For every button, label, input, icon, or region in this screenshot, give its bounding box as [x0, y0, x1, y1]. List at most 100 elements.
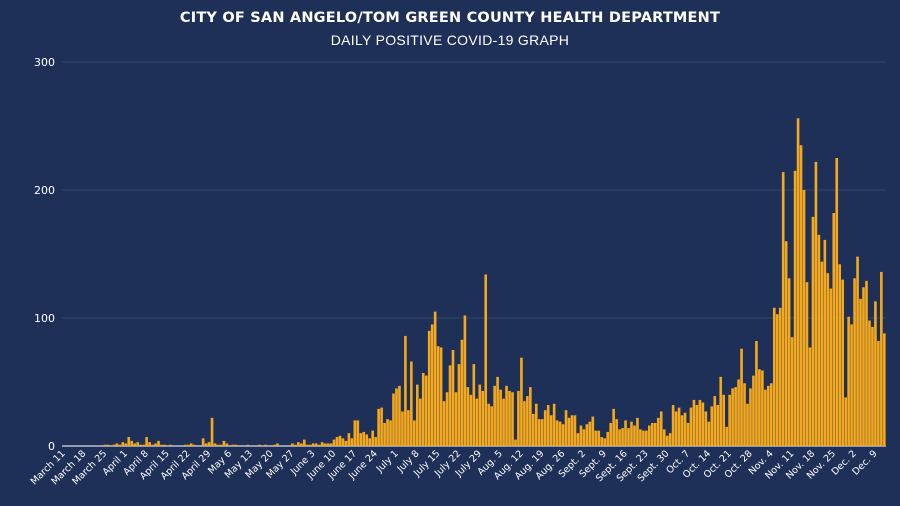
bar: [329, 443, 333, 446]
bar: [585, 424, 589, 446]
bar: [160, 444, 163, 446]
bar: [439, 347, 443, 446]
bar: [588, 421, 592, 446]
y-tick-label: 200: [34, 184, 55, 197]
bar: [115, 443, 119, 446]
bar: [299, 443, 303, 446]
bar: [737, 379, 740, 446]
bar: [276, 443, 279, 446]
bar: [772, 307, 776, 446]
bar: [558, 421, 562, 446]
bar: [823, 239, 827, 446]
bar: [618, 429, 621, 446]
bar: [305, 444, 309, 446]
bar: [668, 433, 672, 446]
bar: [677, 407, 681, 446]
bar: [680, 415, 684, 446]
bar: [335, 437, 339, 446]
bar: [549, 415, 553, 446]
bar: [728, 394, 731, 446]
bar: [564, 410, 568, 446]
bar: [829, 288, 833, 446]
bar: [350, 438, 354, 446]
bar: [407, 410, 410, 446]
bar: [835, 158, 839, 446]
bar: [246, 444, 250, 446]
bar: [201, 438, 205, 446]
bar: [740, 348, 743, 446]
bar: [683, 412, 687, 446]
bar: [484, 274, 488, 446]
bar: [743, 383, 746, 446]
bar: [710, 406, 714, 446]
bar: [755, 341, 758, 446]
bar: [603, 438, 607, 446]
bar: [591, 416, 595, 446]
bar: [496, 376, 499, 446]
bar: [781, 172, 785, 446]
bar: [546, 405, 550, 446]
bar: [576, 433, 580, 446]
bar: [314, 443, 318, 446]
bar: [481, 390, 485, 446]
bar: [847, 316, 850, 446]
bar: [814, 161, 818, 446]
bar: [695, 405, 699, 446]
bar: [555, 420, 559, 446]
bar: [127, 437, 131, 446]
bar: [573, 415, 577, 446]
bar: [624, 420, 627, 446]
bar: [183, 444, 187, 446]
bar: [880, 271, 883, 446]
bar: [133, 443, 137, 446]
bar: [401, 411, 404, 446]
bar: [707, 421, 711, 446]
bar: [653, 422, 657, 446]
bar: [856, 256, 859, 446]
bar: [487, 403, 491, 446]
bar: [659, 411, 663, 446]
bar: [731, 388, 734, 446]
bar: [778, 307, 782, 446]
bar: [383, 422, 386, 446]
bar: [532, 414, 535, 446]
bar: [701, 402, 705, 446]
bar: [877, 341, 880, 446]
bar: [808, 347, 812, 446]
bar: [674, 411, 678, 446]
bar: [410, 361, 413, 446]
bar: [136, 442, 139, 446]
bar: [157, 440, 160, 446]
bar: [204, 443, 208, 446]
bar: [630, 421, 633, 446]
y-tick-label: 0: [48, 440, 55, 453]
bar: [124, 443, 128, 446]
bar: [686, 422, 690, 446]
bar: [371, 430, 374, 446]
bar: [258, 444, 261, 446]
bar: [294, 444, 297, 446]
bar: [297, 442, 300, 446]
bar: [392, 393, 395, 446]
bar: [534, 403, 538, 446]
bar: [650, 422, 654, 446]
bar: [472, 364, 476, 446]
bar: [395, 388, 398, 446]
bar: [189, 443, 193, 446]
bar: [264, 444, 267, 446]
bar: [841, 279, 845, 446]
bar: [505, 385, 508, 446]
bar: [493, 385, 496, 446]
y-tick-label: 100: [34, 312, 55, 325]
bar: [514, 439, 517, 446]
bar: [826, 273, 830, 446]
bar: [448, 365, 452, 446]
bar: [445, 392, 449, 446]
bar: [704, 411, 708, 446]
bar: [404, 335, 407, 446]
bar: [362, 431, 366, 446]
bar: [656, 417, 660, 446]
bar: [529, 387, 532, 446]
bar: [543, 410, 547, 446]
